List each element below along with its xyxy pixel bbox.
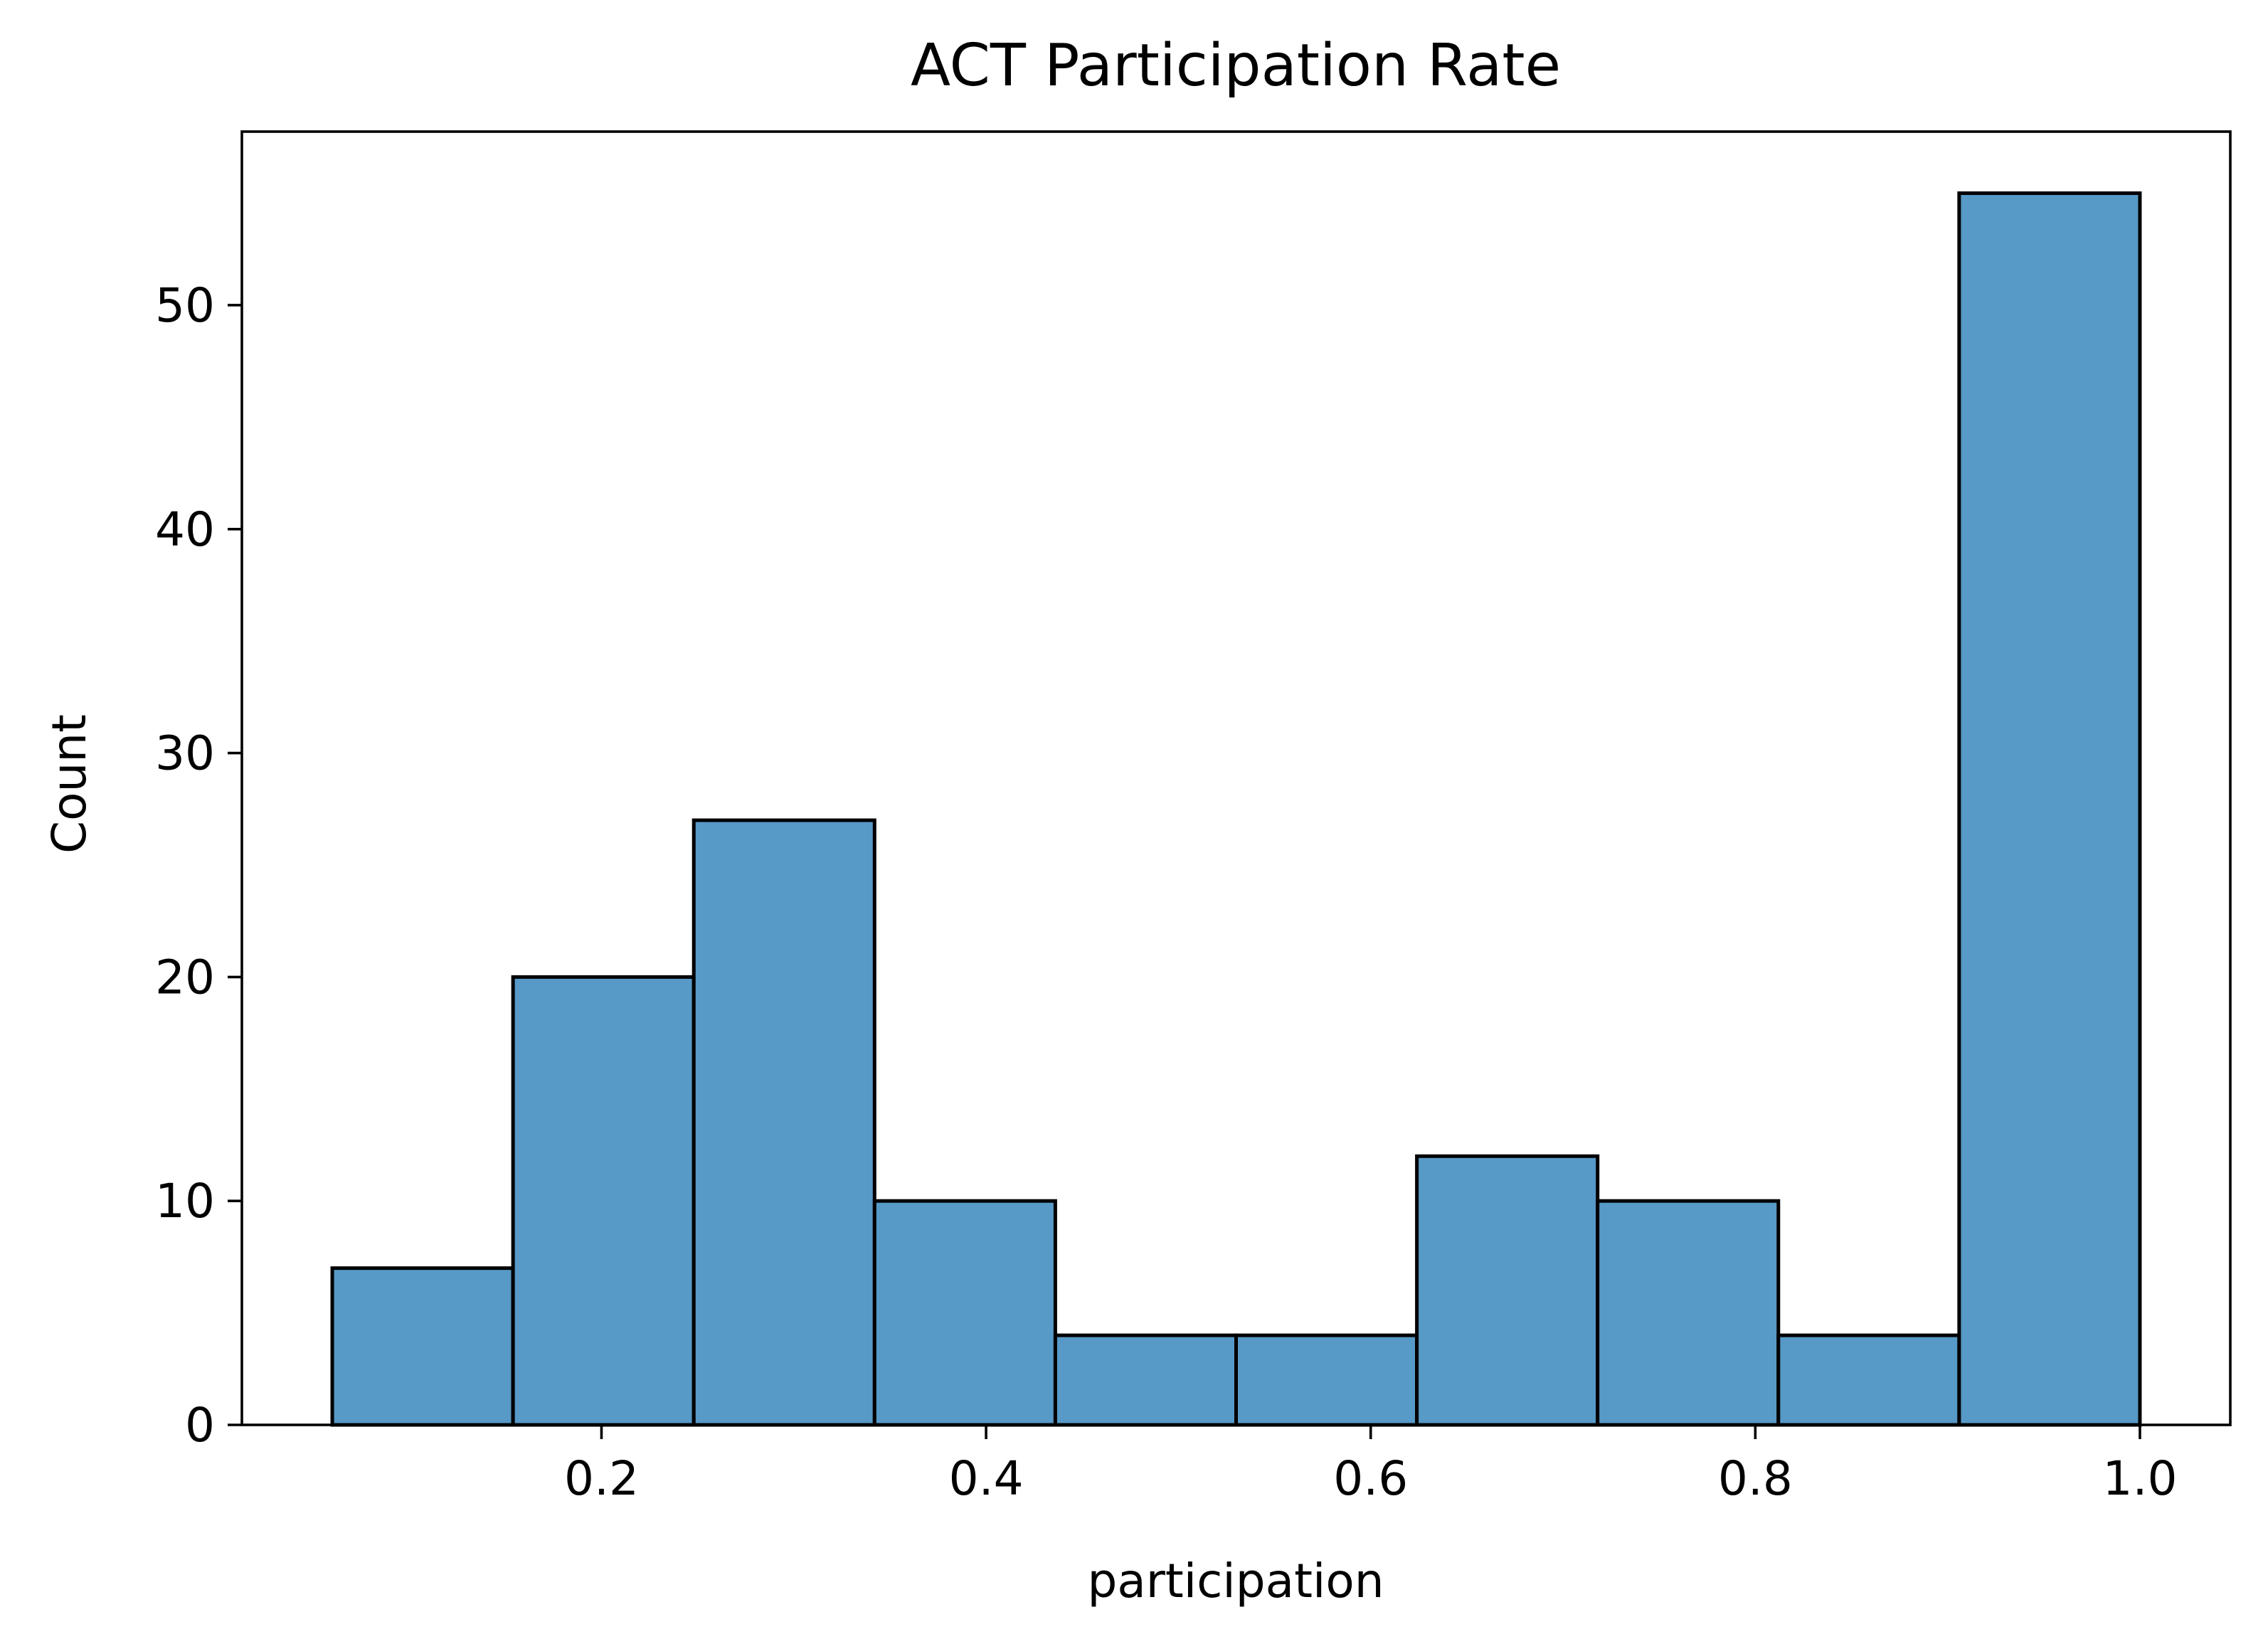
y-axis-ticks: 0 10 20 30 40 50 bbox=[155, 278, 242, 1453]
plot-frame bbox=[240, 130, 2232, 1426]
histogram-bar bbox=[330, 1266, 515, 1427]
y-tick-label: 50 bbox=[155, 278, 215, 333]
x-tick-label: 0.6 bbox=[1333, 1451, 1408, 1506]
x-tick-label: 0.4 bbox=[949, 1451, 1024, 1506]
x-tick-label: 0.8 bbox=[1718, 1451, 1793, 1506]
bars-group bbox=[330, 191, 2142, 1427]
x-tick-label: 0.2 bbox=[564, 1451, 639, 1506]
histogram-bar bbox=[1234, 1333, 1419, 1427]
y-tick-label: 40 bbox=[155, 502, 215, 557]
histogram-bar bbox=[1957, 191, 2142, 1427]
histogram-bar bbox=[872, 1199, 1057, 1427]
histogram-bar bbox=[1053, 1333, 1238, 1427]
y-tick-label: 30 bbox=[155, 726, 215, 781]
y-axis-label: Count bbox=[42, 714, 97, 854]
histogram-bar bbox=[691, 818, 876, 1427]
histogram-bar bbox=[511, 975, 696, 1427]
x-axis-ticks: 0.2 0.4 0.6 0.8 1.0 bbox=[564, 1425, 2177, 1506]
x-axis-label: participation bbox=[1087, 1554, 1384, 1608]
histogram-bar bbox=[1415, 1154, 1600, 1427]
y-tick-label: 10 bbox=[155, 1174, 215, 1229]
histogram-bar bbox=[1776, 1333, 1961, 1427]
x-tick-label: 1.0 bbox=[2102, 1451, 2177, 1506]
histogram-bar bbox=[1596, 1199, 1781, 1427]
y-tick-label: 20 bbox=[155, 950, 215, 1004]
chart-title: ACT Participation Rate bbox=[911, 32, 1561, 100]
y-tick-label: 0 bbox=[185, 1398, 215, 1453]
